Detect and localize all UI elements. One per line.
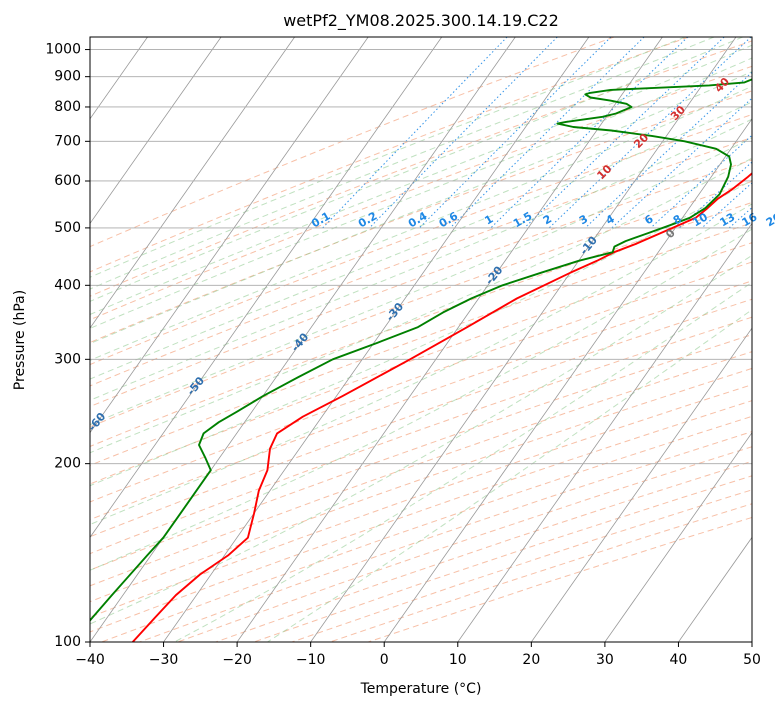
y-tick-label: 300 bbox=[54, 351, 81, 367]
isotherm bbox=[236, 37, 663, 642]
moist-adiabat bbox=[90, 179, 752, 487]
moist-adiabat bbox=[90, 57, 752, 329]
dry-adiabat bbox=[90, 159, 752, 408]
dry-adiabat bbox=[90, 367, 752, 603]
axes: −40 −30 −20 −10 0 10 20 30 40 50 100 200 300 400 500 60… bbox=[45, 42, 761, 668]
moist-adiabat bbox=[174, 281, 752, 642]
dry-adiabat bbox=[90, 261, 752, 503]
y-tick-label: 100 bbox=[54, 634, 81, 650]
x-tick-label: −10 bbox=[296, 652, 326, 668]
temperature-line bbox=[131, 172, 752, 642]
isotherm bbox=[163, 37, 590, 642]
y-tick-label: 600 bbox=[54, 173, 81, 189]
dry-adiabat bbox=[90, 37, 615, 248]
x-tick-label: 50 bbox=[743, 652, 761, 668]
y-axis-label: Pressure (hPa) bbox=[12, 290, 28, 390]
isotherm bbox=[383, 118, 752, 642]
dry-adiabat bbox=[90, 316, 752, 555]
moist-adiabat bbox=[90, 137, 752, 426]
moist-adiabat bbox=[90, 37, 715, 290]
x-tick-label: 30 bbox=[596, 652, 614, 668]
chart-title: wetPf2_YM08.2025.300.14.19.C22 bbox=[283, 11, 559, 31]
y-tick-label: 900 bbox=[54, 69, 81, 85]
x-axis-label: Temperature (°C) bbox=[360, 681, 482, 697]
mixing-ratio-label: 20 bbox=[764, 210, 775, 229]
dewpoint-line bbox=[90, 78, 752, 622]
moist-adiabat bbox=[90, 71, 752, 345]
dry-adiabat bbox=[90, 201, 752, 447]
moist-adiabat bbox=[90, 157, 752, 454]
x-tick-label: 20 bbox=[522, 652, 540, 668]
mixing-ratio-line bbox=[322, 37, 508, 229]
dry-adiabat bbox=[90, 298, 752, 538]
y-tick-label: 700 bbox=[54, 133, 81, 149]
mixing-ratio-line bbox=[650, 134, 752, 229]
x-tick-label: −20 bbox=[222, 652, 252, 668]
dry-adiabat bbox=[90, 351, 752, 587]
moist-adiabat bbox=[90, 85, 752, 361]
x-tick-label: 40 bbox=[670, 652, 688, 668]
y-tick-label: 500 bbox=[54, 220, 81, 236]
isotherm bbox=[90, 37, 369, 434]
y-tick-label: 200 bbox=[54, 456, 81, 472]
plot-frame bbox=[89, 36, 753, 643]
isotherm bbox=[90, 37, 222, 225]
mixing-ratio-line bbox=[584, 71, 752, 229]
isotherm bbox=[90, 37, 443, 539]
mixing-ratio-line bbox=[369, 37, 558, 229]
isotherm bbox=[751, 641, 752, 642]
dry-adiabat bbox=[90, 37, 689, 273]
isotherm bbox=[90, 37, 295, 329]
plot-background bbox=[90, 37, 752, 642]
moist-adiabat bbox=[90, 44, 752, 316]
dry-adiabat bbox=[90, 113, 752, 366]
moist-adiabat bbox=[90, 37, 686, 278]
isotherm bbox=[457, 222, 752, 642]
x-tick-label: −40 bbox=[75, 652, 105, 668]
x-tick-label: 0 bbox=[380, 652, 389, 668]
moist-adiabat bbox=[90, 37, 743, 302]
dry-adiabat bbox=[90, 242, 752, 485]
y-tick-label: 1000 bbox=[45, 42, 81, 58]
x-tick-label: −30 bbox=[149, 652, 179, 668]
isotherm bbox=[531, 327, 752, 642]
profile-series bbox=[90, 78, 752, 642]
mixing-ratio-line bbox=[750, 226, 752, 229]
mixing-ratio-line bbox=[419, 37, 612, 229]
isotherm bbox=[604, 432, 752, 642]
y-tick-label: 400 bbox=[54, 277, 81, 293]
x-tick-label: 10 bbox=[449, 652, 467, 668]
moist-adiabat bbox=[90, 118, 752, 401]
y-tick-label: 800 bbox=[54, 99, 81, 115]
isotherm bbox=[678, 536, 752, 642]
